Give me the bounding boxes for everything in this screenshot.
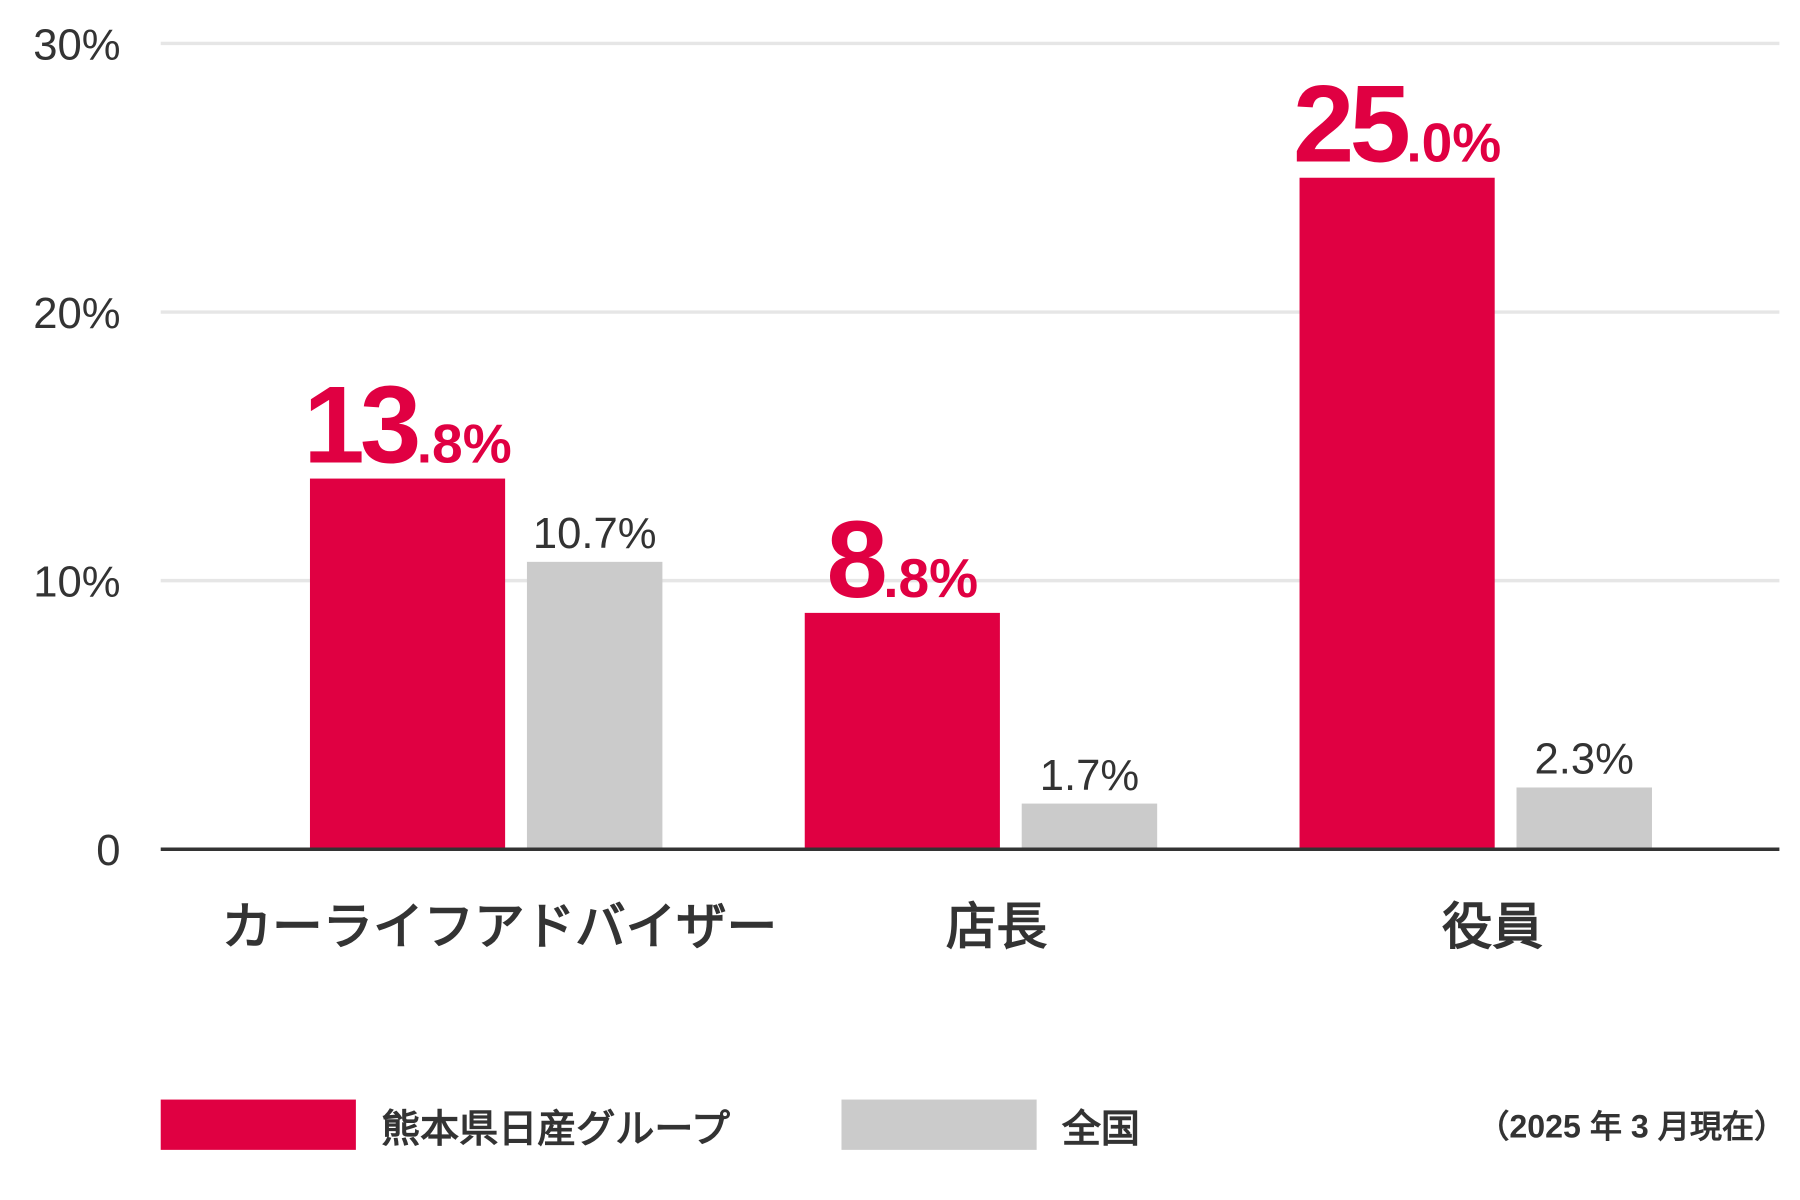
bar-kumamoto xyxy=(804,612,1000,850)
bar-value-label-kumamoto: 13.8% xyxy=(303,364,511,487)
legend-label-national: 全国 xyxy=(1061,1106,1140,1151)
category-label: 店長 xyxy=(946,897,1048,956)
y-tick-label: 30% xyxy=(33,22,120,70)
legend-item-kumamoto: 熊本県日産グループ xyxy=(160,1099,731,1151)
date-note: （2025 年 3 月現在） xyxy=(1477,1108,1787,1145)
category-label: 役員 xyxy=(1442,897,1543,956)
bar-value-label-kumamoto: 25.0% xyxy=(1293,63,1501,186)
bar-value-label-national: 10.7% xyxy=(533,510,657,558)
legend-swatch-kumamoto xyxy=(160,1099,356,1150)
bar-national xyxy=(526,561,663,850)
legend-swatch-national xyxy=(841,1099,1037,1150)
bar-kumamoto xyxy=(309,478,506,850)
legend-item-national: 全国 xyxy=(841,1099,1140,1151)
bar-national xyxy=(1021,803,1158,850)
y-tick-label: 10% xyxy=(33,559,120,607)
bar-national xyxy=(1516,787,1652,850)
legend-label-kumamoto: 熊本県日産グループ xyxy=(381,1106,731,1151)
y-tick-label: 0 xyxy=(96,827,120,875)
bar-value-label-kumamoto: 8.8% xyxy=(827,498,979,621)
bar-kumamoto xyxy=(1299,177,1495,850)
category-label: カーライフアドバイザー xyxy=(222,897,778,956)
bar-value-label-national: 2.3% xyxy=(1535,736,1634,784)
y-tick-label: 20% xyxy=(33,290,120,338)
bar-value-label-national: 1.7% xyxy=(1040,752,1139,800)
